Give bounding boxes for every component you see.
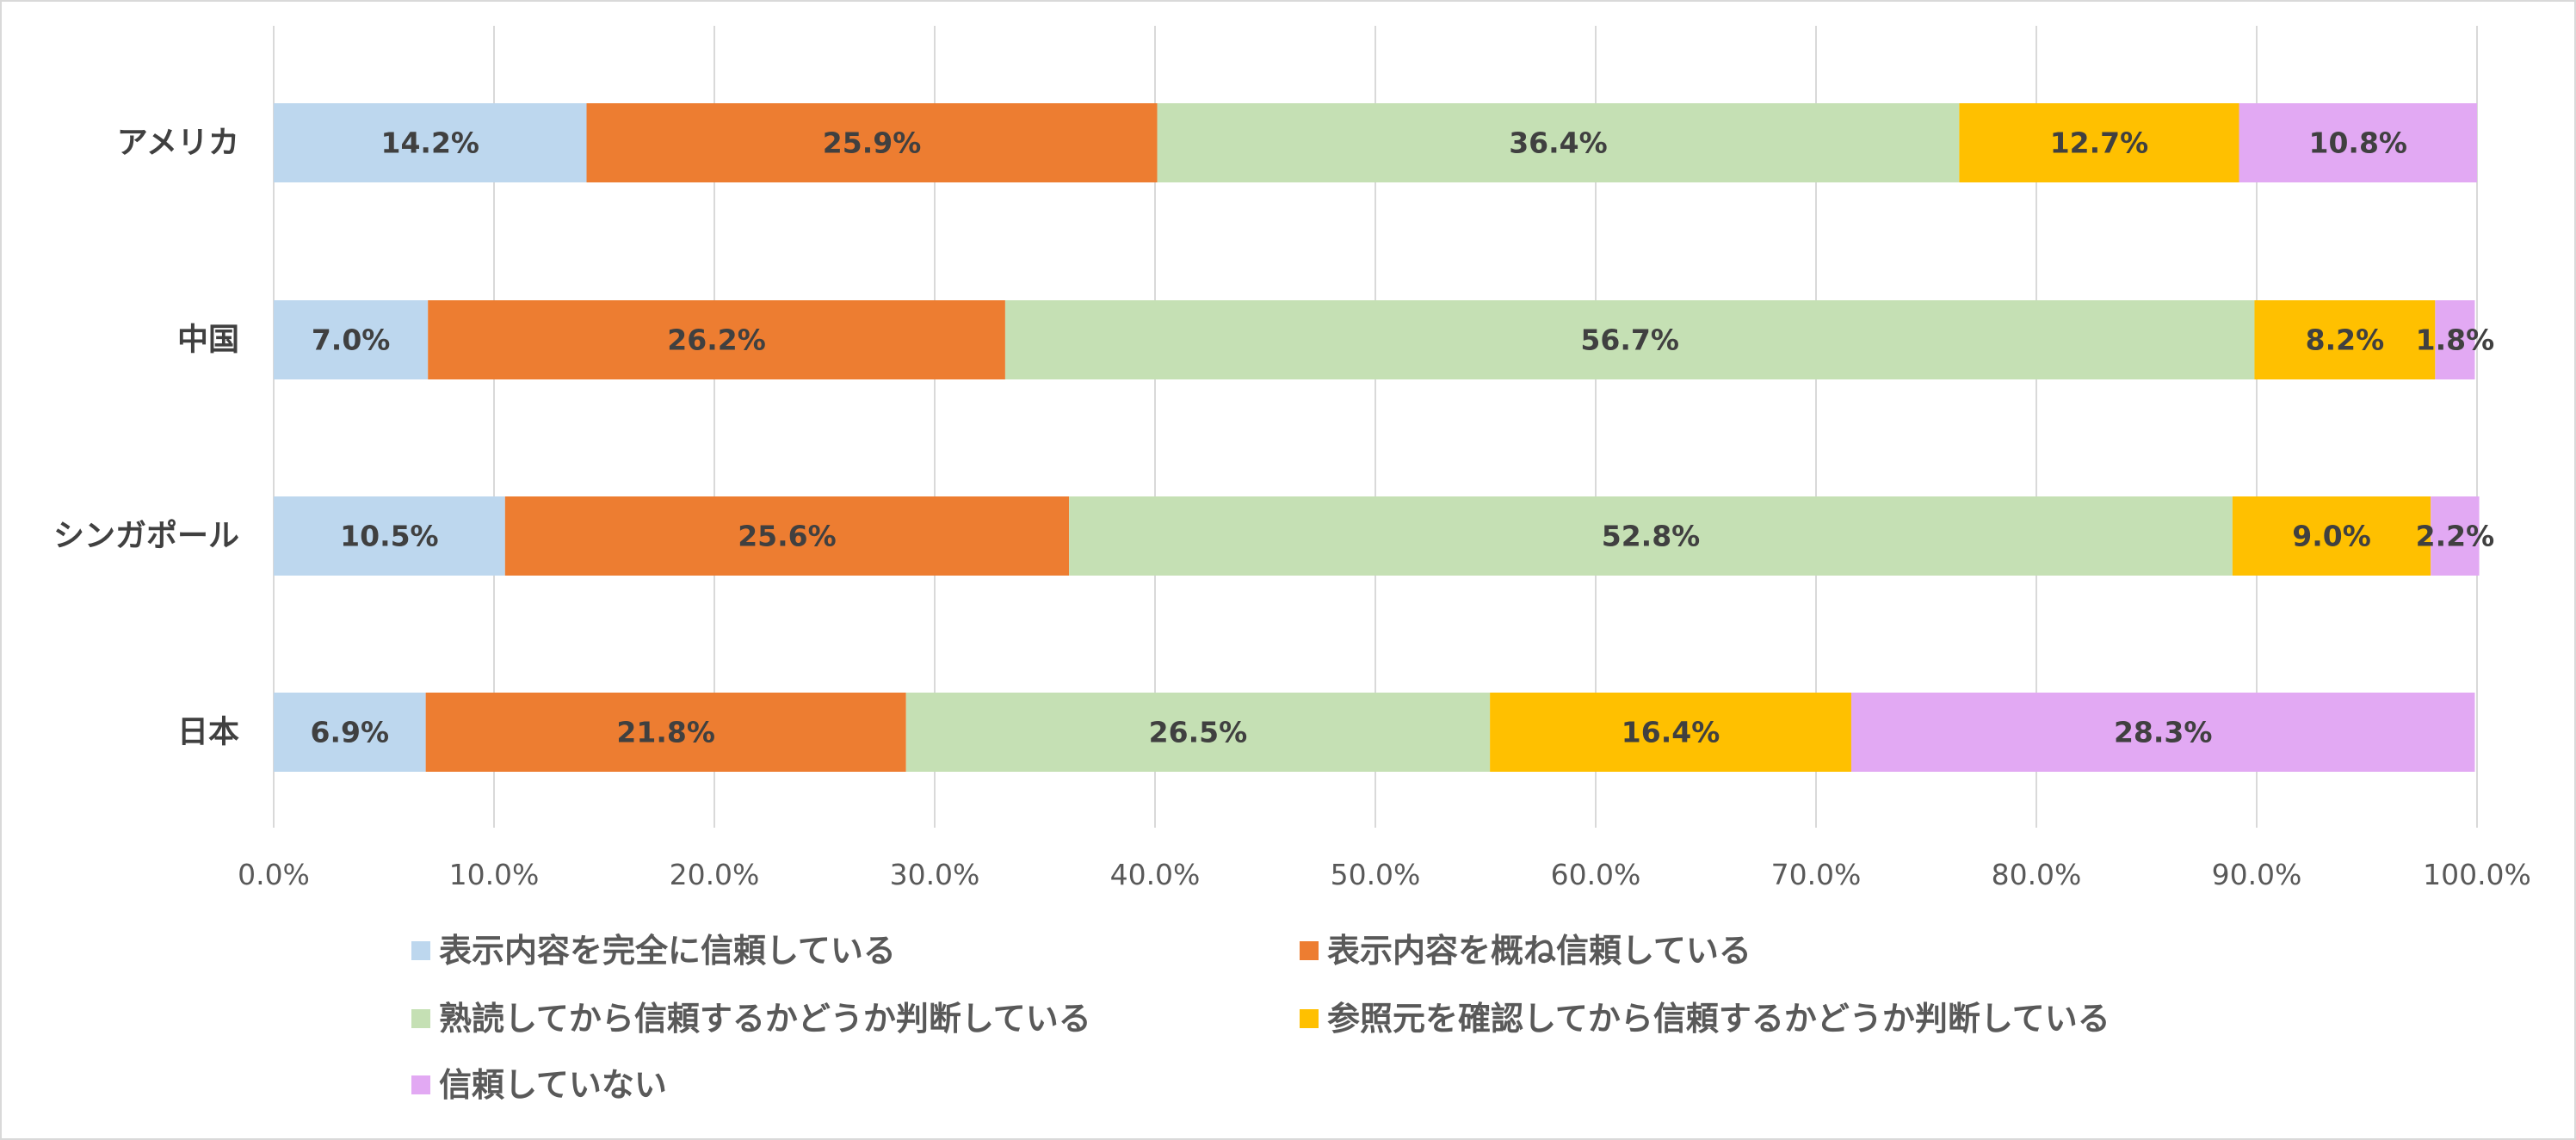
x-tick-label: 20.0%	[670, 858, 760, 891]
bar-segment	[586, 103, 1158, 182]
legend-swatch	[411, 941, 430, 960]
x-tick-label: 0.0%	[238, 858, 310, 891]
data-label: 8.2%	[2306, 324, 2385, 357]
bar-segment	[274, 300, 429, 379]
bar-segment	[2431, 496, 2480, 576]
bar-segment	[2232, 496, 2431, 576]
data-label: 10.5%	[340, 520, 439, 553]
value-axis: 0.0% 10.0% 20.0% 30.0% 40.0% 50.0% 60.0% 70.0% 8…	[238, 858, 2531, 891]
category-label: 日本	[177, 715, 239, 750]
category-label: 中国	[177, 323, 239, 358]
data-label: 12.7%	[2050, 126, 2149, 160]
bar-segment	[274, 103, 587, 182]
x-tick-label: 40.0%	[1110, 858, 1201, 891]
category-label: シンガポール	[53, 518, 239, 554]
data-labels: 14.2% 25.9% 36.4% 12.7% 10.8% 7.0% 26.2% 56.7% 8…	[311, 126, 2495, 749]
bar-segment	[428, 300, 1005, 379]
bar-segment	[274, 693, 426, 772]
x-tick-label: 10.0%	[449, 858, 540, 891]
data-label: 25.9%	[823, 126, 922, 160]
data-label: 26.5%	[1149, 716, 1248, 749]
bar-segment	[1490, 693, 1851, 772]
data-label: 7.0%	[312, 324, 391, 357]
legend-label: 表示内容を概ね信頼している	[1327, 932, 1751, 970]
bar-segment	[1004, 300, 2255, 379]
data-label: 25.6%	[738, 520, 837, 553]
bars	[274, 103, 2480, 772]
legend-swatch	[411, 1075, 430, 1094]
legend-label: 信頼していない	[439, 1066, 667, 1104]
bar-segment	[504, 496, 1070, 576]
legend-label: 参照元を確認してから信頼するかどうか判断している	[1327, 1000, 2110, 1038]
data-label: 21.8%	[616, 716, 715, 749]
data-label: 2.2%	[2416, 520, 2495, 553]
bar-segment	[274, 496, 505, 576]
data-label: 28.3%	[2114, 716, 2213, 749]
category-label: アメリカ	[117, 126, 239, 161]
data-label: 52.8%	[1602, 520, 1701, 553]
data-label: 16.4%	[1622, 716, 1720, 749]
legend-label: 熟読してから信頼するかどうか判断している	[439, 1000, 1091, 1038]
x-tick-label: 50.0%	[1331, 858, 1421, 891]
data-label: 10.8%	[2309, 126, 2408, 160]
bar-segment	[905, 693, 1491, 772]
data-label: 36.4%	[1509, 126, 1608, 160]
x-tick-label: 70.0%	[1771, 858, 1862, 891]
x-tick-label: 90.0%	[2212, 858, 2302, 891]
bar-segment	[1850, 693, 2475, 772]
bar-segment	[1157, 103, 1960, 182]
bar-segment	[1959, 103, 2239, 182]
legend: 表示内容を完全に信頼している 表示内容を概ね信頼している熟読してから信頼するかどう…	[411, 932, 2110, 1104]
bar-segment	[1069, 496, 2233, 576]
x-tick-label: 80.0%	[1992, 858, 2082, 891]
data-label: 9.0%	[2292, 520, 2371, 553]
legend-swatch	[1300, 1009, 1319, 1028]
data-label: 14.2%	[381, 126, 480, 160]
data-label: 1.8%	[2416, 324, 2495, 357]
x-tick-label: 30.0%	[890, 858, 980, 891]
bar-segment	[2254, 300, 2436, 379]
x-tick-label: 60.0%	[1551, 858, 1641, 891]
data-label: 26.2%	[667, 324, 766, 357]
legend-swatch	[411, 1009, 430, 1028]
legend-label: 表示内容を完全に信頼している	[439, 932, 896, 970]
bar-segment	[2239, 103, 2477, 182]
bar-segment	[2435, 300, 2475, 379]
data-label: 6.9%	[311, 716, 390, 749]
legend-swatch	[1300, 941, 1319, 960]
x-tick-label: 100.0%	[2423, 858, 2531, 891]
data-label: 56.7%	[1580, 324, 1679, 357]
bar-segment	[425, 693, 906, 772]
